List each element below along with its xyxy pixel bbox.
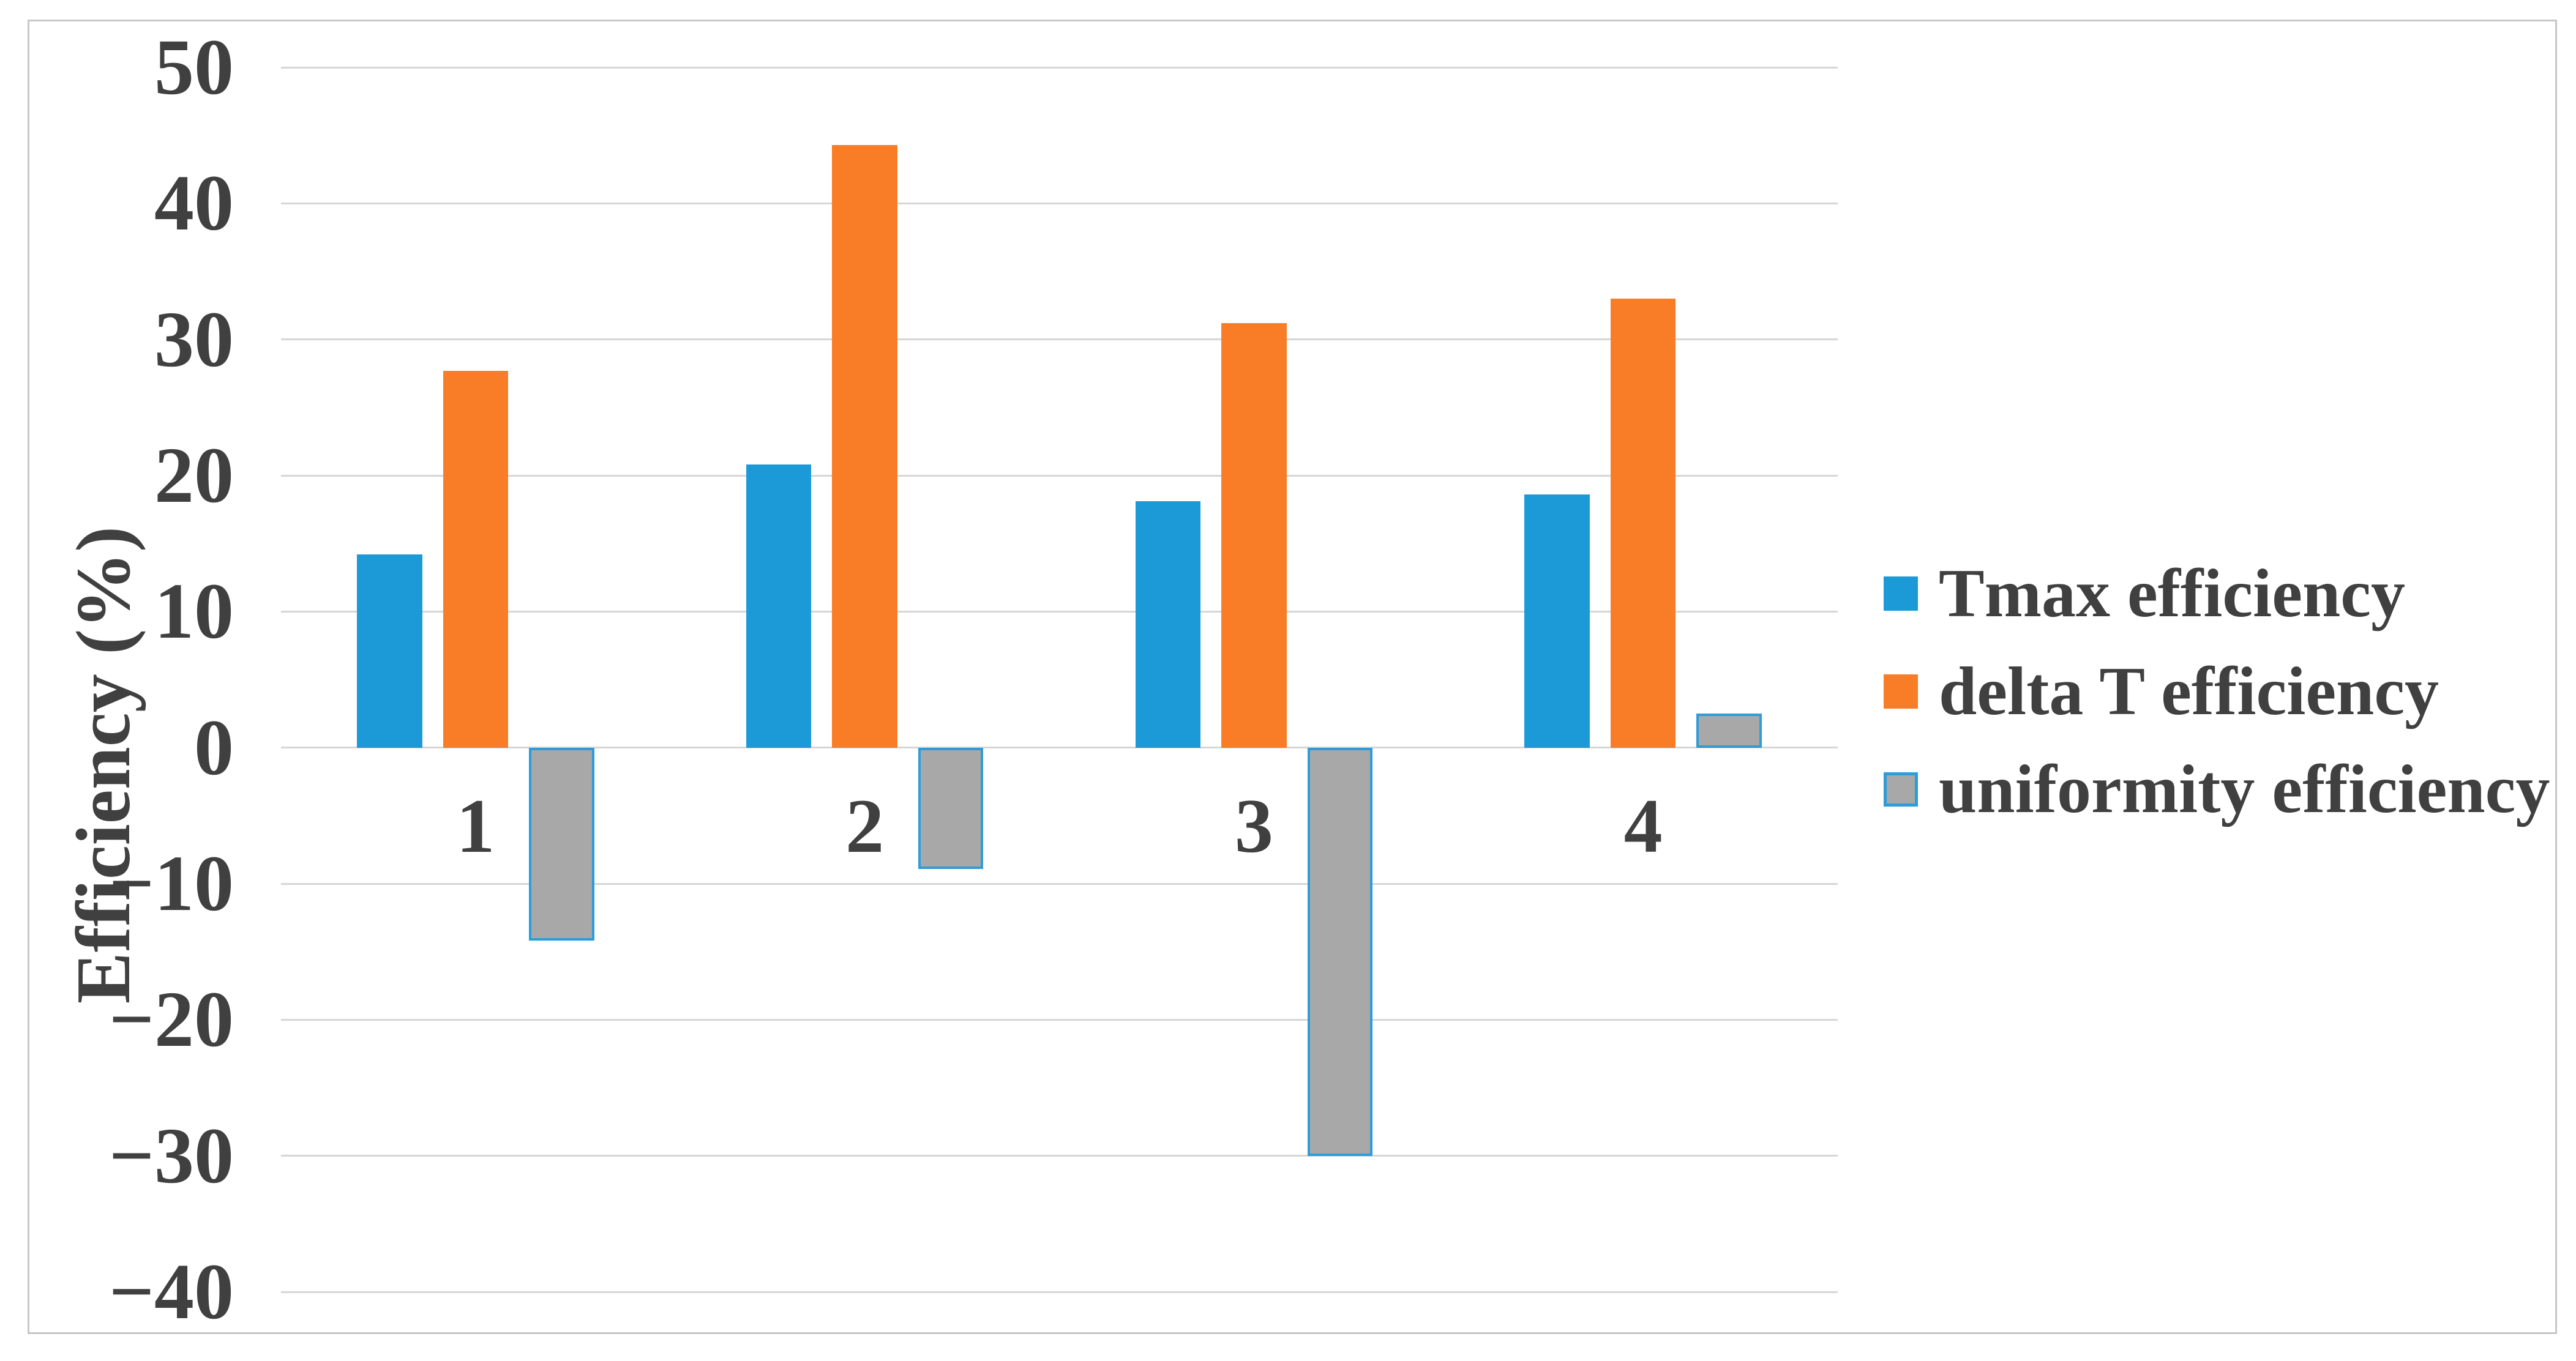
gridline-30 xyxy=(281,338,1838,341)
bar-uniformity-efficiency-cat4 xyxy=(1696,714,1762,748)
legend-item-uniformity-efficiency: uniformity efficiency xyxy=(1884,740,2550,838)
y-tick-label--20: −20 xyxy=(108,975,234,1064)
bar-tmax-efficiency-cat4 xyxy=(1524,494,1590,748)
bar-delta-t-efficiency-cat4 xyxy=(1610,299,1676,748)
bar-uniformity-efficiency-cat1 xyxy=(529,747,594,941)
plot-area xyxy=(281,66,1838,1293)
legend-swatch-delta-t-efficiency xyxy=(1884,674,1918,709)
x-axis-label-1: 1 xyxy=(456,784,495,869)
legend-label-delta-t-efficiency: delta T efficiency xyxy=(1939,654,2439,729)
legend-swatch-uniformity-efficiency xyxy=(1884,772,1918,807)
bar-delta-t-efficiency-cat1 xyxy=(443,370,509,748)
gridline-50 xyxy=(281,66,1838,69)
gridline--20 xyxy=(281,1018,1838,1021)
y-tick-label--30: −30 xyxy=(108,1111,234,1200)
x-axis-label-3: 3 xyxy=(1234,784,1273,869)
y-tick-label-10: 10 xyxy=(154,567,234,656)
y-tick-label-30: 30 xyxy=(154,295,234,384)
legend-label-tmax-efficiency: Tmax efficiency xyxy=(1939,556,2405,632)
bar-tmax-efficiency-cat1 xyxy=(357,554,422,748)
gridline--40 xyxy=(281,1291,1838,1293)
y-tick-label-20: 20 xyxy=(154,431,234,520)
y-tick-label--10: −10 xyxy=(108,840,234,928)
gridline-40 xyxy=(281,202,1838,204)
bar-uniformity-efficiency-cat3 xyxy=(1307,747,1373,1156)
bar-tmax-efficiency-cat2 xyxy=(746,464,812,748)
gridline--30 xyxy=(281,1155,1838,1157)
x-axis-label-4: 4 xyxy=(1623,784,1663,869)
gridline--10 xyxy=(281,882,1838,885)
gridline-10 xyxy=(281,610,1838,613)
legend-item-tmax-efficiency: Tmax efficiency xyxy=(1884,545,2550,643)
y-tick-label-0: 0 xyxy=(194,703,234,792)
figure-border xyxy=(28,20,2557,1334)
gridline-20 xyxy=(281,474,1838,477)
legend-label-uniformity-efficiency: uniformity efficiency xyxy=(1939,751,2550,827)
legend-item-delta-t-efficiency: delta T efficiency xyxy=(1884,643,2550,740)
y-tick-label-50: 50 xyxy=(154,23,234,111)
y-tick-label-40: 40 xyxy=(154,159,234,248)
bar-uniformity-efficiency-cat2 xyxy=(918,747,984,869)
legend-swatch-tmax-efficiency xyxy=(1884,576,1918,611)
bar-delta-t-efficiency-cat3 xyxy=(1221,323,1287,748)
x-axis-label-2: 2 xyxy=(845,784,885,869)
gridline-0 xyxy=(281,747,1838,749)
bar-delta-t-efficiency-cat2 xyxy=(832,144,897,748)
bar-tmax-efficiency-cat3 xyxy=(1135,501,1201,748)
legend: Tmax efficiency delta T efficiency uniform… xyxy=(1884,545,2550,838)
y-tick-label--40: −40 xyxy=(108,1248,234,1336)
